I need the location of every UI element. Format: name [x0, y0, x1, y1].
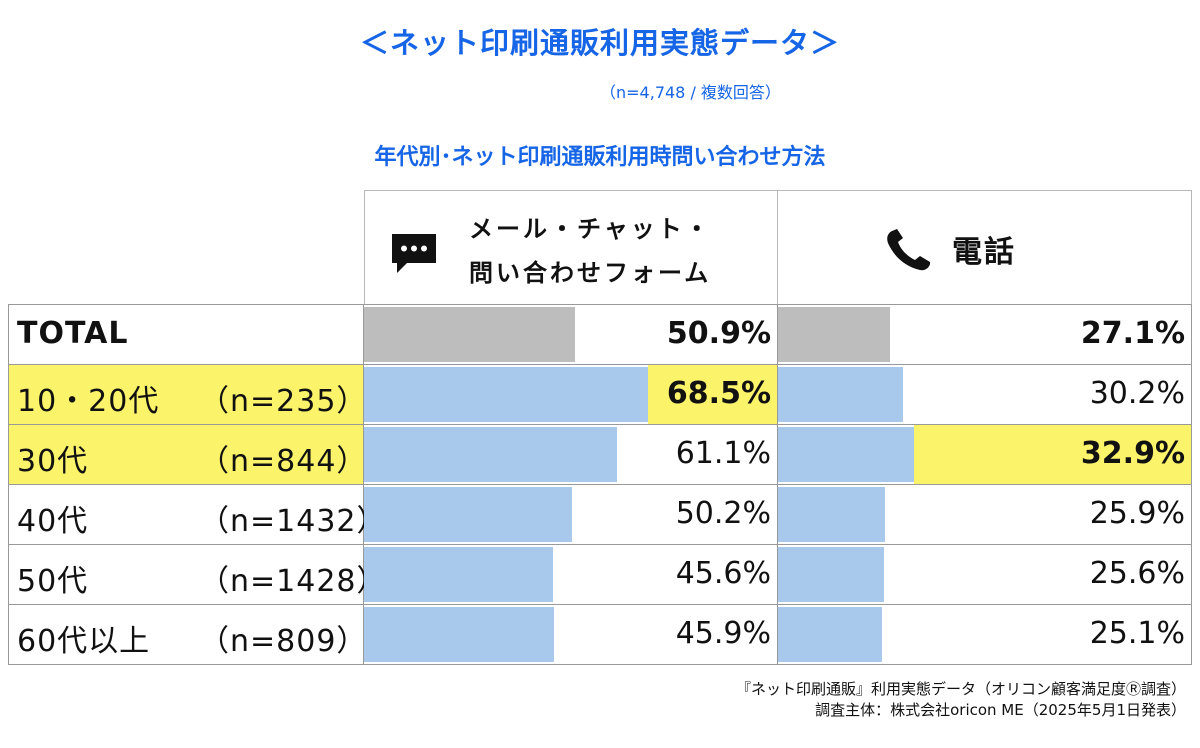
- phone-bar-cell: 25.1%: [778, 605, 1192, 664]
- row-label-cell: 30代 （n=844）: [8, 425, 368, 484]
- row-label-cell: 10・20代 （n=235）: [8, 365, 368, 424]
- row-sample-size: （n=235）: [199, 384, 368, 419]
- phone-bar-cell: 27.1%: [778, 305, 1192, 364]
- row-label-cell: TOTAL: [8, 305, 364, 364]
- row-label: 10・20代: [17, 384, 160, 419]
- row-sample-size: （n=1432）: [199, 504, 388, 539]
- mail-bar: [364, 307, 575, 362]
- footnote-source: 『ネット印刷通販』利用実態データ（オリコン顧客満足度Ⓡ調査）: [735, 680, 1186, 698]
- row-sample-size: （n=1428）: [199, 564, 388, 599]
- row-sample-size: （n=809）: [199, 624, 368, 659]
- row-label: 50代: [17, 564, 89, 599]
- phone-value-label: 25.6%: [1089, 556, 1185, 591]
- mail-label-line1: メール・チャット・: [469, 215, 712, 243]
- mail-value-box: 61.1%: [617, 425, 777, 484]
- mail-value-box: 45.6%: [553, 545, 777, 604]
- column-header-mail: メール・チャット・ 問い合わせフォーム: [364, 190, 778, 304]
- chart-title: 年代別･ネット印刷通販利用時問い合わせ方法: [374, 145, 826, 170]
- phone-value-label: 30.2%: [1089, 376, 1185, 411]
- mail-bar: [364, 487, 572, 542]
- phone-bar: [778, 427, 914, 482]
- mail-bar-cell: 50.9%: [364, 305, 778, 364]
- phone-bar-cell: 25.9%: [778, 485, 1192, 544]
- phone-value-box: 30.2%: [903, 365, 1191, 424]
- sample-size-note: （n=4,748 / 複数回答）: [600, 83, 781, 102]
- mail-value-label: 45.9%: [675, 616, 771, 651]
- mail-value-label: 45.6%: [675, 556, 771, 591]
- mail-value-label: 50.9%: [666, 316, 771, 351]
- footnote-publisher: 調査主体：株式会社oricon ME（2025年5月1日発表）: [815, 701, 1186, 719]
- table-row: TOTAL 50.9% 27.1%: [8, 305, 1192, 365]
- mail-value-box: 50.2%: [572, 485, 777, 544]
- mail-value-box: 45.9%: [554, 605, 777, 664]
- column-header-phone-label: 電話: [952, 235, 1016, 270]
- table-row: 50代 （n=1428） 45.6% 25.6%: [8, 545, 1192, 605]
- column-header-phone: 電話: [778, 190, 1192, 304]
- mail-value-box: 50.9%: [575, 305, 777, 364]
- row-label: 30代: [17, 444, 89, 479]
- mail-bar-cell: 45.9%: [364, 605, 778, 664]
- row-label-cell: 40代 （n=1432）: [8, 485, 387, 544]
- column-header-mail-label: メール・チャット・ 問い合わせフォーム: [469, 207, 712, 295]
- table-row: 40代 （n=1432） 50.2% 25.9%: [8, 485, 1192, 545]
- mail-bar: [364, 607, 554, 662]
- page-title: ＜ネット印刷通販利用実態データ＞: [359, 26, 840, 60]
- phone-bar-cell: 25.6%: [778, 545, 1192, 604]
- table-row: 10・20代 （n=235） 68.5% 30.2%: [8, 365, 1192, 425]
- phone-value-box: 32.9%: [914, 425, 1191, 484]
- phone-value-label: 32.9%: [1080, 436, 1185, 471]
- phone-bar: [778, 307, 890, 362]
- row-label-cell: 50代 （n=1428）: [8, 545, 387, 604]
- phone-value-box: 27.1%: [890, 305, 1191, 364]
- data-table: TOTAL 50.9% 27.1% 10・20代 （n=235） 68.5% 30.2% 30…: [8, 304, 1192, 665]
- mail-label-line2: 問い合わせフォーム: [469, 259, 712, 287]
- mail-value-label: 61.1%: [675, 436, 771, 471]
- mail-value-label: 68.5%: [666, 376, 771, 411]
- phone-value-box: 25.1%: [882, 605, 1191, 664]
- row-label: TOTAL: [17, 316, 129, 351]
- mail-bar-cell: 61.1%: [364, 425, 778, 484]
- phone-bar: [778, 607, 882, 662]
- mail-value-box: 68.5%: [648, 365, 777, 424]
- mail-value-label: 50.2%: [675, 496, 771, 531]
- table-row: 60代以上 （n=809） 45.9% 25.1%: [8, 605, 1192, 665]
- phone-value-label: 25.9%: [1089, 496, 1185, 531]
- chat-bubble-icon: [392, 234, 436, 273]
- mail-bar-cell: 68.5%: [364, 365, 778, 424]
- phone-bar-cell: 32.9%: [778, 425, 1192, 484]
- mail-bar: [364, 427, 617, 482]
- phone-value-box: 25.9%: [885, 485, 1191, 544]
- row-label: 40代: [17, 504, 89, 539]
- row-label: 60代以上: [17, 624, 151, 659]
- table-row: 30代 （n=844） 61.1% 32.9%: [8, 425, 1192, 485]
- row-label-cell: 60代以上 （n=809）: [8, 605, 368, 664]
- mail-bar: [364, 367, 648, 422]
- phone-bar: [778, 547, 884, 602]
- phone-value-label: 25.1%: [1089, 616, 1185, 651]
- phone-value-box: 25.6%: [884, 545, 1191, 604]
- phone-bar-cell: 30.2%: [778, 365, 1192, 424]
- phone-bar: [778, 367, 903, 422]
- row-sample-size: （n=844）: [199, 444, 368, 479]
- phone-bar: [778, 487, 885, 542]
- phone-icon: [887, 229, 930, 271]
- mail-bar-cell: 45.6%: [364, 545, 778, 604]
- mail-bar: [364, 547, 553, 602]
- mail-bar-cell: 50.2%: [364, 485, 778, 544]
- phone-value-label: 27.1%: [1080, 316, 1185, 351]
